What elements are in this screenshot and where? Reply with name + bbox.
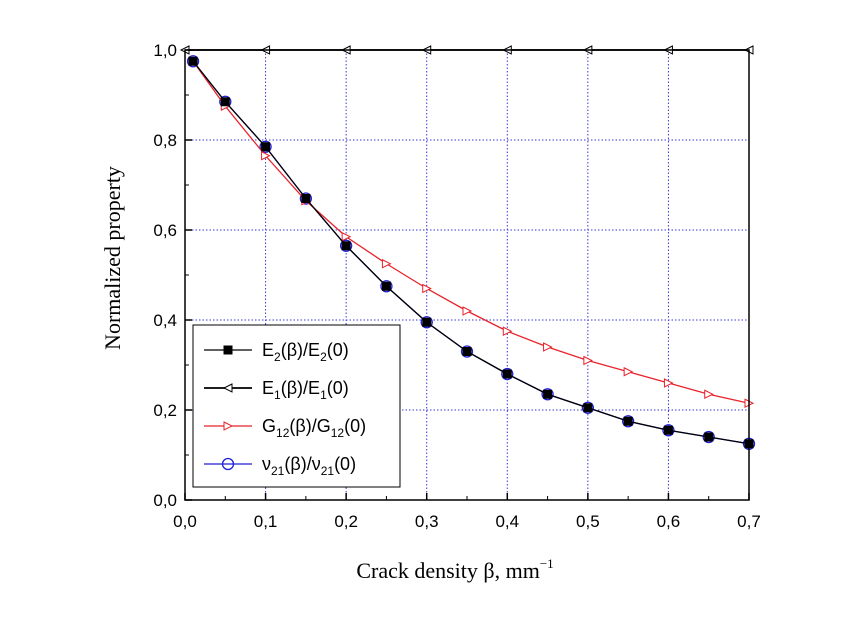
y-tick-label: 0,8	[153, 131, 177, 150]
data-point	[420, 316, 433, 329]
legend-entry: G12(β)/G12(0)	[204, 416, 366, 440]
x-axis-title-superscript: −1	[540, 556, 554, 571]
data-point	[583, 355, 593, 366]
legend-entry: E1(β)/E1(0)	[204, 378, 349, 402]
data-point	[663, 378, 674, 388]
legend-entry: ν21(β)/ν21(0)	[204, 454, 356, 478]
data-point	[341, 241, 351, 251]
legend-marker	[223, 421, 234, 431]
data-point	[704, 389, 714, 400]
data-point	[259, 140, 272, 153]
data-point	[261, 142, 271, 152]
data-point	[422, 317, 432, 327]
data-point	[462, 306, 473, 316]
legend-marker	[221, 457, 235, 471]
data-point	[702, 430, 715, 444]
data-point	[186, 55, 200, 68]
data-point	[662, 424, 675, 437]
x-tick-label: 0,4	[495, 512, 519, 531]
legend-label: G12(β)/G12(0)	[262, 416, 366, 440]
data-point	[460, 345, 474, 358]
legend-label: E2(β)/E2(0)	[262, 340, 349, 364]
y-axis-title: Normalized property	[100, 166, 125, 350]
data-point	[299, 192, 313, 205]
data-point	[339, 239, 353, 252]
series-0	[188, 56, 754, 449]
data-point	[502, 369, 512, 379]
x-tick-label: 0,3	[415, 512, 439, 531]
data-point	[663, 425, 673, 435]
data-point	[543, 389, 553, 399]
data-point	[581, 401, 595, 414]
data-point	[621, 415, 635, 428]
data-point	[422, 283, 432, 294]
data-point	[301, 194, 311, 203]
grid	[185, 50, 749, 500]
legend-label: ν21(β)/ν21(0)	[262, 454, 356, 478]
data-point	[543, 342, 553, 352]
x-tick-label: 0,2	[334, 512, 358, 531]
data-point	[188, 56, 198, 66]
data-point	[623, 366, 634, 377]
data-point	[501, 367, 514, 381]
x-tick-label: 0,0	[173, 512, 197, 531]
data-point	[583, 403, 593, 413]
y-tick-label: 1,0	[153, 41, 177, 60]
data-point	[704, 432, 714, 442]
data-point	[462, 347, 472, 356]
y-tick-label: 0,6	[153, 221, 177, 240]
x-tick-label: 0,1	[254, 512, 278, 531]
x-tick-label: 0,7	[737, 512, 761, 531]
x-tick-label: 0,6	[657, 512, 681, 531]
x-axis-title: Crack density β, mm−1	[356, 556, 553, 583]
data-point	[220, 97, 230, 107]
y-tick-label: 0,4	[153, 311, 177, 330]
y-tick-label: 0,0	[153, 491, 177, 510]
legend-marker	[223, 345, 233, 355]
data-point	[541, 388, 554, 401]
legend-label: E1(β)/E1(0)	[262, 378, 349, 402]
data-point	[381, 281, 391, 291]
x-tick-label: 0,5	[576, 512, 600, 531]
ticks: 0,0 0,1 0,2 0,3 0,4 0,5 0,6 0,7 0,0 0,2 0,4 0,6 0,8 1…	[153, 41, 760, 531]
data-point	[341, 231, 352, 242]
legend-marker	[222, 383, 233, 393]
data-point	[381, 258, 392, 269]
legend-entry: E2(β)/E2(0)	[204, 340, 349, 364]
legend: E2(β)/E2(0) E1(β)/E1(0) G12(β)/G12(0) ν21(β…	[192, 324, 401, 488]
data-point	[261, 150, 271, 161]
data-point	[380, 280, 393, 293]
y-tick-label: 0,2	[153, 401, 177, 420]
data-point	[502, 326, 513, 337]
data-point	[623, 416, 633, 426]
